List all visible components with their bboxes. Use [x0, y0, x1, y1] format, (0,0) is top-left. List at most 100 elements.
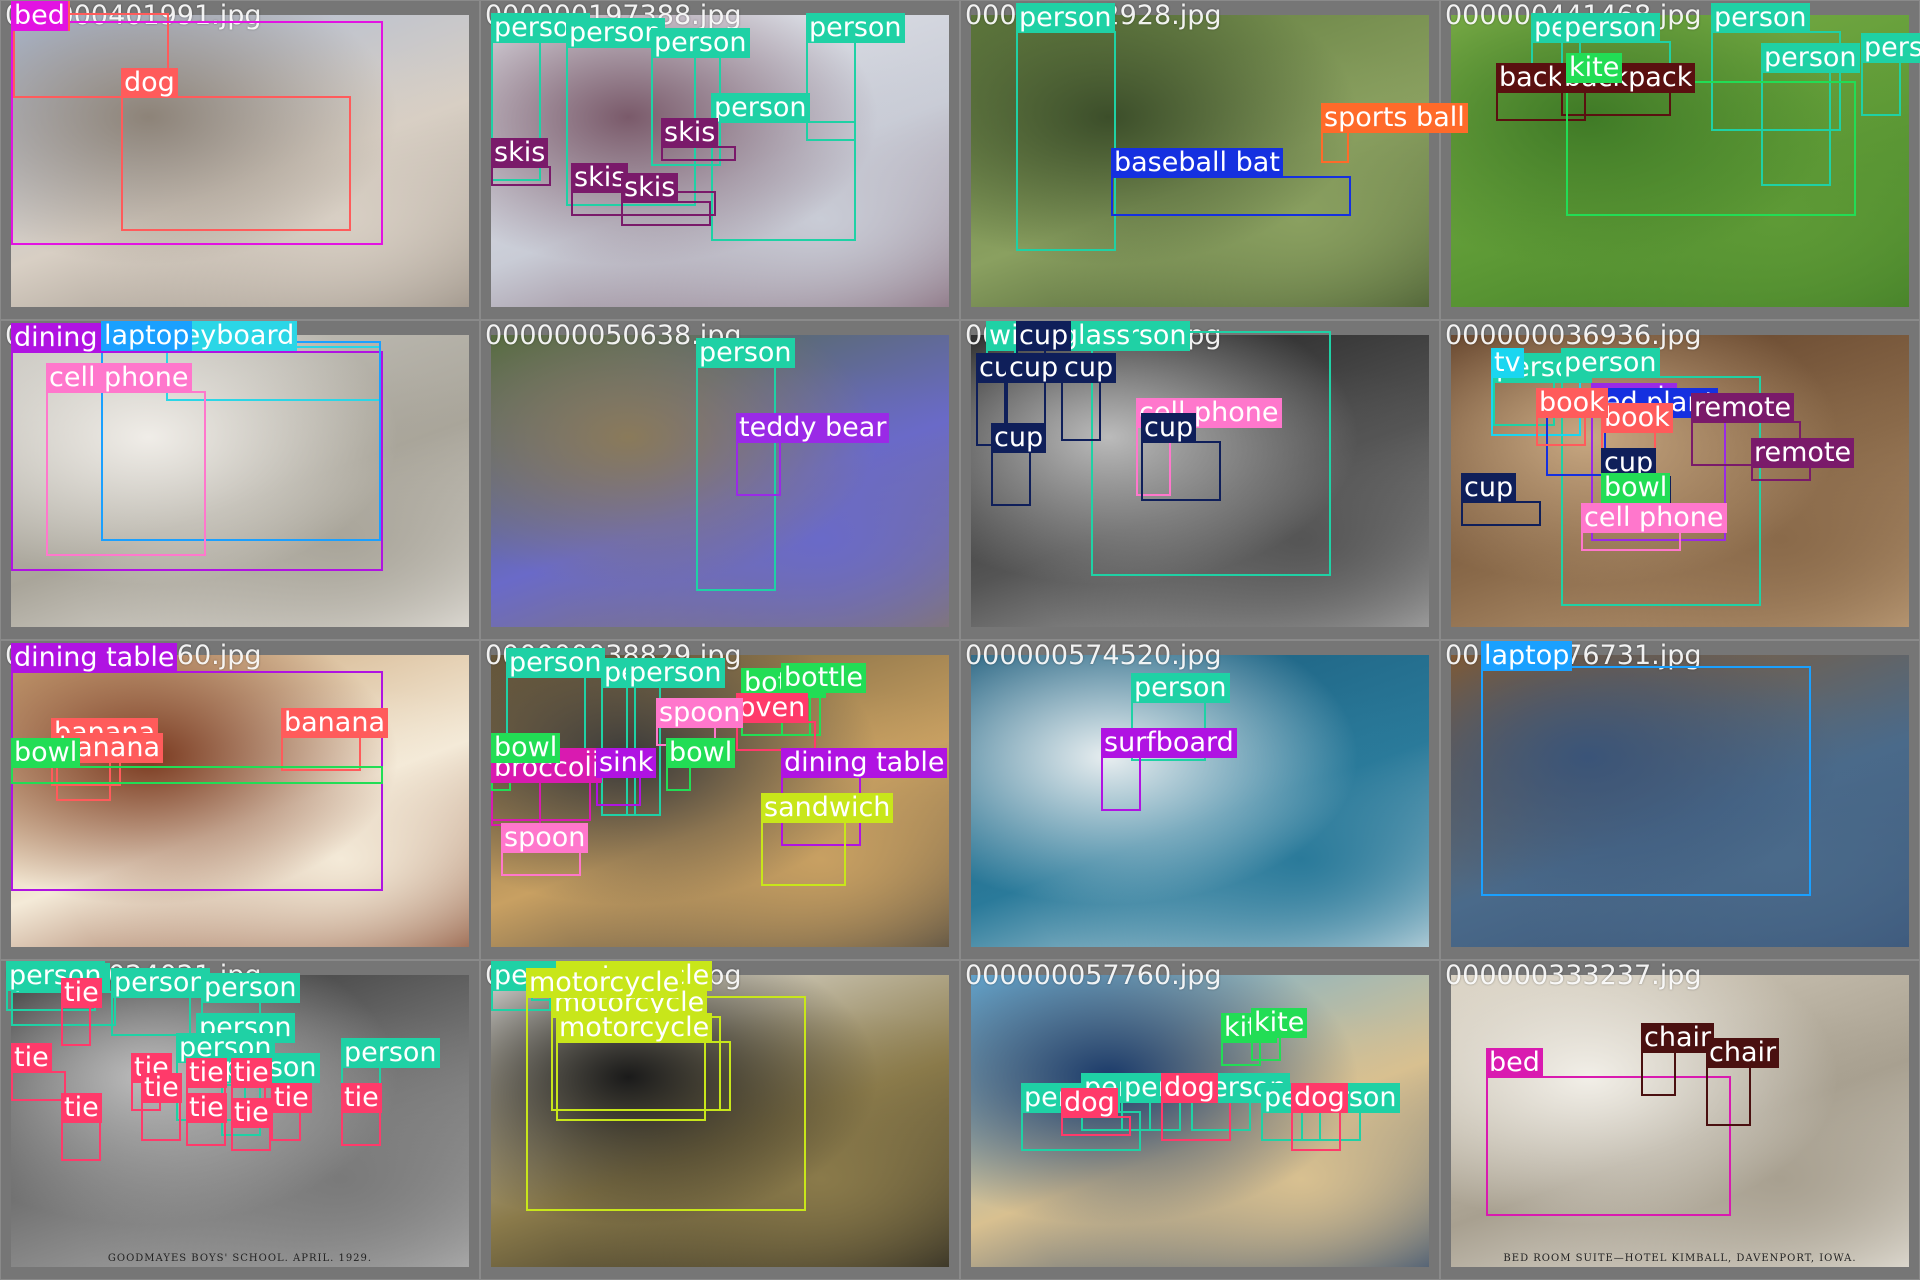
detection-label: motorcycle [526, 968, 683, 998]
detection-label: person [711, 93, 810, 123]
detection-label: laptop [101, 321, 193, 351]
detection-label: bottle [781, 663, 866, 693]
detection-label: cup [1016, 321, 1072, 351]
detection-label: tie [231, 1058, 272, 1088]
detection-label: tie [186, 1093, 227, 1123]
image-tile: 000000012345.jpgpersonpersonmotorcyclemo… [480, 960, 960, 1280]
image-tile: 000000441468.jpgpersonpersonpersonperson… [1440, 0, 1920, 320]
detection-label: tie [141, 1073, 182, 1103]
file-name: 000000057760.jpg [965, 960, 1222, 991]
detection-label: teddy bear [736, 413, 890, 443]
detection-label: bowl [491, 733, 561, 763]
detection-label: cup [991, 423, 1047, 453]
detection-label: cup [1061, 353, 1117, 383]
file-name: 000000036936.jpg [1445, 320, 1702, 351]
detection-label: tie [11, 1043, 52, 1073]
photo [11, 655, 469, 947]
detection-label: sink [596, 748, 657, 778]
detection-label: bowl [11, 738, 81, 768]
detection-label: skis [621, 173, 679, 203]
detection-label: person [1761, 43, 1860, 73]
detection-label: tie [61, 1093, 102, 1123]
photo [1451, 655, 1909, 947]
detection-label: cell phone [46, 363, 192, 393]
detection-label: person [1561, 13, 1660, 43]
detection-label: person [1131, 673, 1230, 703]
detection-label: kite [1566, 53, 1623, 83]
detection-label: dog [121, 68, 178, 98]
detection-label: laptop [1481, 641, 1573, 671]
detection-label: skis [571, 163, 629, 193]
detection-label: bed [11, 1, 68, 31]
detection-label: dining table [781, 748, 948, 778]
detection-label: dog [1161, 1073, 1218, 1103]
image-tile: BED ROOM SUITE—HOTEL KIMBALL, DAVENPORT,… [1440, 960, 1920, 1280]
detection-label: tie [186, 1058, 227, 1088]
detection-label: person [1561, 348, 1660, 378]
detection-label: dog [1291, 1083, 1348, 1113]
detection-label: tie [341, 1083, 382, 1113]
image-tile: 000000321245.jpgpersoncell phonewine gla… [960, 320, 1440, 640]
photo [971, 655, 1429, 947]
detection-label: chair [1706, 1038, 1780, 1068]
detection-label: remote [1751, 438, 1855, 468]
image-tile: 000000401991.jpgdogdogbed [0, 0, 480, 320]
detection-label: sports ball [1321, 103, 1468, 133]
detection-label: person [506, 648, 605, 678]
photo [491, 335, 949, 627]
detection-label: book [1601, 403, 1673, 433]
detection-label: person [341, 1038, 440, 1068]
detection-label: cup [1006, 353, 1062, 383]
detection-label: motorcycle [556, 1013, 713, 1043]
detection-label: bed [1486, 1048, 1543, 1078]
detection-label: spoon [656, 698, 744, 728]
detection-label: dog [1061, 1088, 1118, 1118]
detection-label: person [626, 658, 725, 688]
detection-label: surfboard [1101, 728, 1237, 758]
detection-label: person [111, 968, 210, 998]
detection-label: tv [1491, 348, 1524, 378]
image-tile: 000000159260.jpgdining tablebananabanana… [0, 640, 480, 960]
photo [11, 15, 469, 307]
detection-label: person [566, 18, 665, 48]
image-tile: 000000038829.jpgpersonpersonpersonbottle… [480, 640, 960, 960]
detection-label: person [1016, 3, 1115, 33]
detection-label: book [1536, 388, 1608, 418]
detection-label: cup [1141, 413, 1197, 443]
image-tile: GOODMAYES BOYS' SCHOOL. APRIL. 1929.0000… [0, 960, 480, 1280]
detection-label: cell phone [1581, 503, 1727, 533]
detection-label: chair [1641, 1023, 1715, 1053]
photo-caption: GOODMAYES BOYS' SCHOOL. APRIL. 1929. [107, 1253, 373, 1264]
file-name: 000000333237.jpg [1445, 960, 1702, 991]
detection-label: person [806, 13, 905, 43]
detection-label: baseball bat [1111, 148, 1283, 178]
detection-label: person [201, 973, 300, 1003]
image-tile: 000000476731.jpg laptop [1440, 640, 1920, 960]
detection-label: sandwich [761, 793, 894, 823]
detection-label: dining table [11, 643, 178, 673]
photo [971, 975, 1429, 1267]
detection-label: person [696, 338, 795, 368]
image-tile: 000000574520.jpg person surfboard [960, 640, 1440, 960]
image-tile: 000000057760.jpgkitekitepersonpersonpers… [960, 960, 1440, 1280]
photo [491, 15, 949, 307]
file-name: 000000574520.jpg [965, 640, 1222, 671]
photo [971, 335, 1429, 627]
image-tile: 000000182202.jpgdining tablekeyboardlapt… [0, 320, 480, 640]
detection-label: tie [61, 978, 102, 1008]
detection-label: oven [736, 693, 809, 723]
photo: BED ROOM SUITE—HOTEL KIMBALL, DAVENPORT,… [1451, 975, 1909, 1267]
detection-label: tie [271, 1083, 312, 1113]
photo-caption: BED ROOM SUITE—HOTEL KIMBALL, DAVENPORT,… [1503, 1253, 1857, 1264]
detection-label: bowl [1601, 473, 1671, 503]
detection-label: kite [1251, 1008, 1308, 1038]
detection-label: bowl [666, 738, 736, 768]
detection-label: person [1711, 3, 1810, 33]
detection-label: cup [1461, 473, 1517, 503]
detection-label: banana [281, 708, 388, 738]
detection-label: remote [1691, 393, 1795, 423]
detection-label: spoon [501, 823, 589, 853]
detection-label: skis [661, 118, 719, 148]
image-tile: 000000036936.jpgpersonpersontvcouchpotte… [1440, 320, 1920, 640]
